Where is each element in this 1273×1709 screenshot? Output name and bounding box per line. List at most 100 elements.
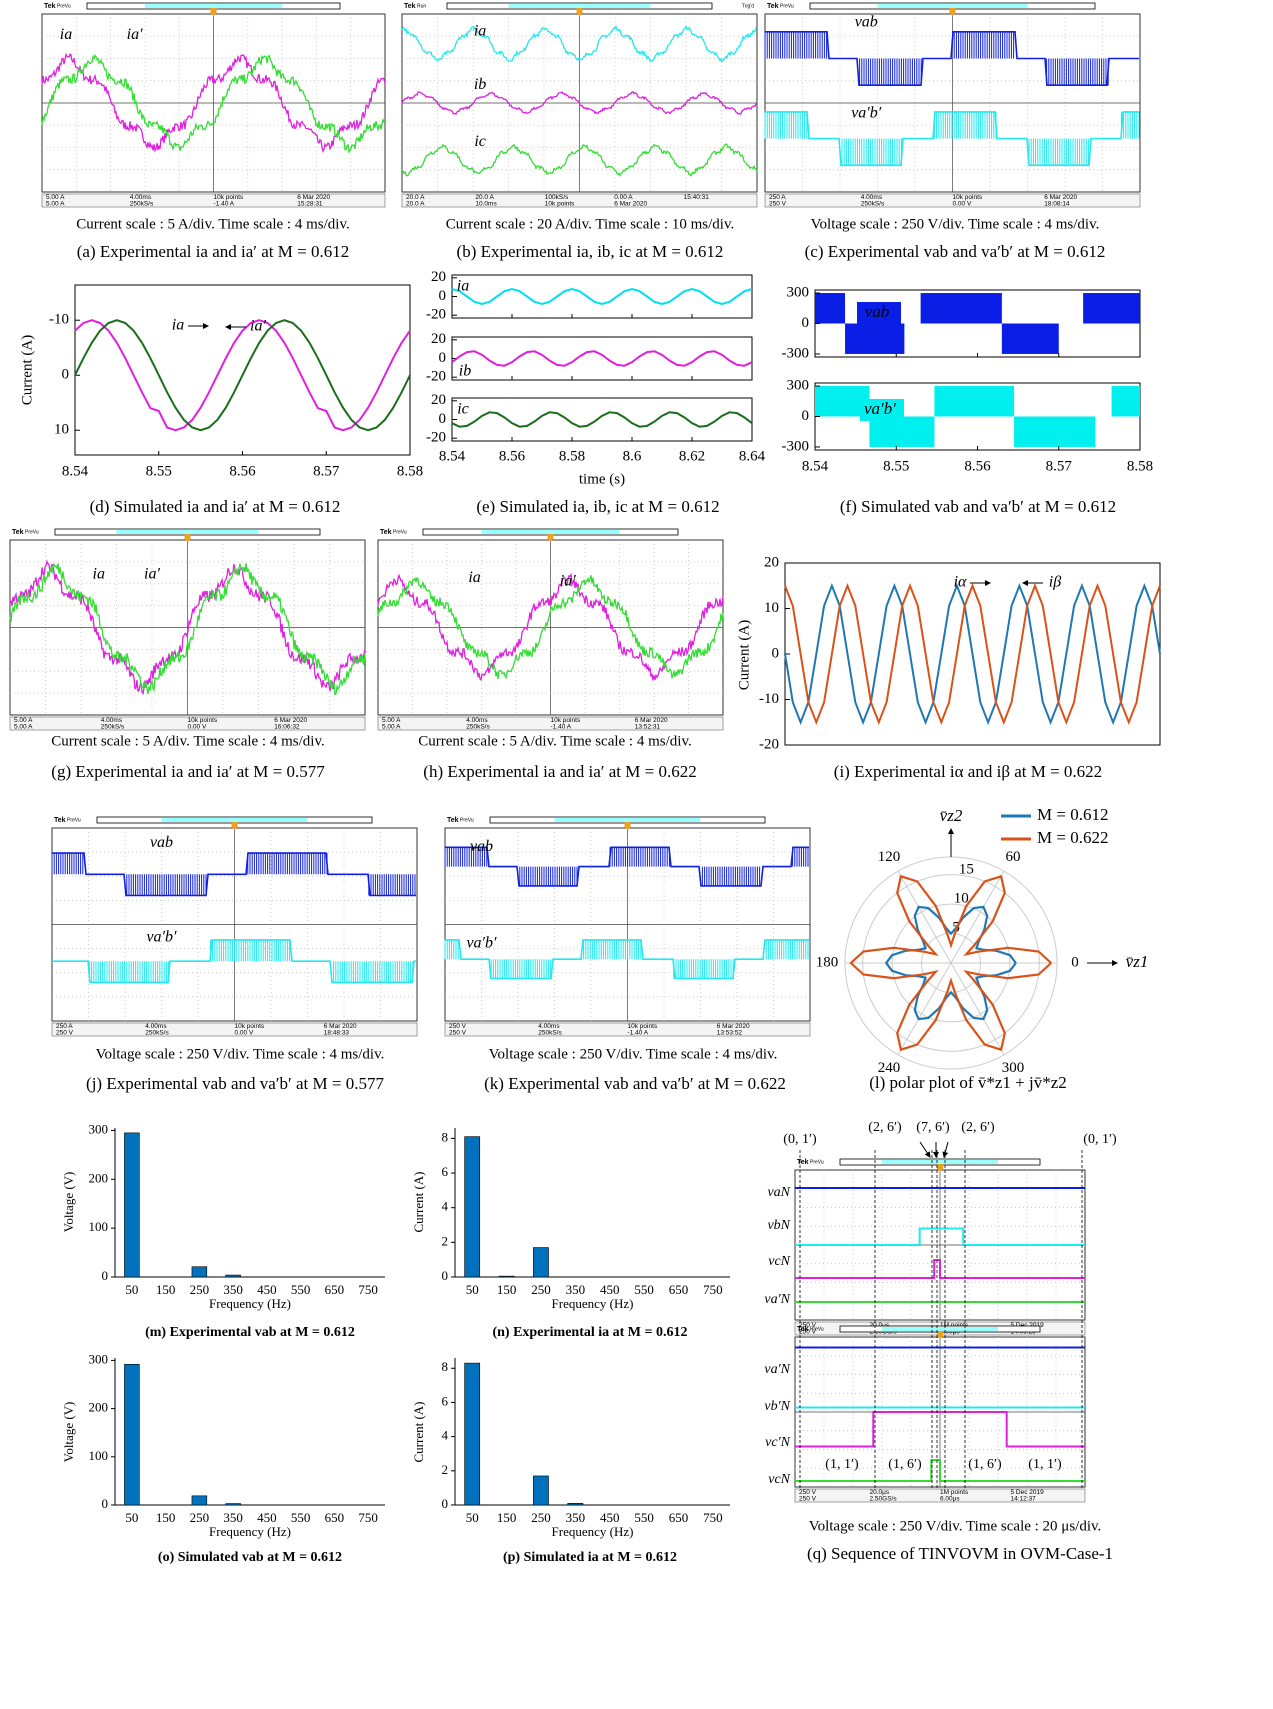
y-axis-label: Current (A) bbox=[736, 620, 752, 690]
scope-trace bbox=[52, 852, 416, 897]
scope-readout: 5 Dec 2019 bbox=[1011, 1489, 1045, 1496]
scope-readout: 4.00ms bbox=[130, 194, 152, 201]
pwm-block bbox=[1001, 323, 1059, 354]
scope-readout: 250 V bbox=[449, 1023, 467, 1030]
scale-text: Current scale : 5 A/div. Time scale : 4 … bbox=[76, 216, 349, 232]
pwm-block bbox=[1111, 386, 1140, 417]
pwm-block bbox=[920, 293, 1002, 324]
x-tick-label: 250 bbox=[190, 1510, 210, 1525]
scope-readout: 6.00μs bbox=[940, 1496, 960, 1503]
y-tick-label: -300 bbox=[782, 345, 810, 361]
scope-trace bbox=[41, 52, 386, 153]
y-tick-label: -10 bbox=[49, 312, 69, 328]
y-tick-label: 0 bbox=[62, 367, 70, 383]
scope-header-window bbox=[116, 530, 259, 534]
scope-trace bbox=[401, 24, 758, 63]
scope-readout: 10k points bbox=[628, 1023, 658, 1030]
scope-mode: PreVu bbox=[460, 817, 474, 823]
series-label: iα bbox=[954, 574, 967, 591]
scope-header-window bbox=[161, 818, 308, 822]
scope-trace bbox=[765, 111, 1139, 167]
channel-label: vcN bbox=[768, 1472, 790, 1487]
scope-readout: 250 V bbox=[799, 1329, 817, 1336]
trace-label: ic bbox=[474, 133, 486, 150]
scope-readout: -1.40 A bbox=[628, 1030, 649, 1037]
caption: (m) Experimental vab at M = 0.612 bbox=[145, 1325, 355, 1340]
x-tick-label: 250 bbox=[190, 1282, 210, 1297]
x-tick-label: 8.56 bbox=[499, 448, 526, 464]
scope-readout: 14:12:37 bbox=[1011, 1496, 1037, 1503]
data-line bbox=[451, 287, 753, 306]
x-tick-label: 8.57 bbox=[313, 463, 340, 479]
x-tick-label: 8.6 bbox=[623, 448, 642, 464]
x-tick-label: 450 bbox=[600, 1510, 620, 1525]
scope-trace bbox=[52, 939, 416, 984]
scope-readout: 250 V bbox=[799, 1322, 817, 1329]
y-tick-label: -20 bbox=[426, 369, 446, 385]
pwm-block bbox=[1014, 416, 1096, 447]
scope-readout-bar bbox=[51, 1022, 418, 1037]
scope-readout: 6 Mar 2020 bbox=[297, 194, 330, 201]
caption: (a) Experimental ia and ia′ at M = 0.612 bbox=[77, 242, 349, 261]
y-tick-label: 6 bbox=[442, 1393, 449, 1408]
polar-spoke bbox=[950, 870, 1005, 964]
x-tick-label: 8.54 bbox=[802, 458, 829, 474]
x-tick-label: 450 bbox=[257, 1510, 277, 1525]
caption: (e) Simulated ia, ib, ic at M = 0.612 bbox=[476, 497, 719, 516]
pwm-block bbox=[934, 386, 1015, 417]
caption: (b) Experimental ia, ib, ic at M = 0.612 bbox=[457, 242, 724, 261]
label-bg bbox=[857, 302, 901, 324]
scope-mode: PreVu bbox=[67, 817, 81, 823]
trace-label: ia′ bbox=[560, 573, 576, 590]
scope-readout: 10k points bbox=[551, 717, 581, 724]
y-tick-label: 0 bbox=[102, 1268, 109, 1283]
scope-trigger bbox=[231, 822, 238, 830]
y-axis-label: Current (A) bbox=[411, 1171, 426, 1232]
trace-label: va′b′ bbox=[851, 104, 882, 121]
scope-trace bbox=[795, 1411, 1085, 1448]
scope-readout-bar bbox=[401, 193, 758, 208]
x-tick-label: 8.57 bbox=[1046, 458, 1073, 474]
x-tick-label: 650 bbox=[669, 1282, 689, 1297]
scope-trace bbox=[795, 1227, 1085, 1246]
sequence-label: (2, 6′) bbox=[868, 1120, 902, 1135]
x-tick-label: 8.54 bbox=[62, 463, 89, 479]
state-label: (1, 1′) bbox=[1028, 1457, 1062, 1472]
sequence-label: (0, 1′) bbox=[1083, 1132, 1117, 1147]
x-tick-label: 8.58 bbox=[1127, 458, 1153, 474]
sequence-label: (0, 1′) bbox=[783, 1132, 817, 1147]
bar bbox=[124, 1132, 140, 1278]
label-bg bbox=[860, 399, 904, 421]
scope-trigger bbox=[547, 534, 554, 542]
series-label: ia bbox=[172, 317, 184, 334]
scope-readout: -1.40 A bbox=[551, 724, 572, 731]
state-label: (1, 1′) bbox=[825, 1457, 859, 1472]
scope-readout: 0.00 V bbox=[953, 201, 972, 208]
scope-readout: 4.00ms bbox=[145, 1023, 167, 1030]
scope-readout: 0.00 V bbox=[235, 1030, 254, 1037]
trace-label: ib bbox=[474, 76, 486, 93]
scope-trigger bbox=[937, 1331, 943, 1339]
caption: (p) Simulated ia at M = 0.612 bbox=[503, 1550, 677, 1565]
y-tick-label: 0 bbox=[102, 1496, 109, 1511]
scope-trace bbox=[795, 1459, 1085, 1482]
scope-readout: 250kS/s bbox=[466, 724, 490, 731]
x-tick-label: 50 bbox=[466, 1510, 479, 1525]
scope-header-window bbox=[877, 4, 1028, 8]
scope-readout: 100kS/s bbox=[545, 194, 569, 201]
data-line bbox=[451, 350, 753, 367]
pwm-block bbox=[815, 293, 846, 324]
y-tick-label: 4 bbox=[442, 1428, 449, 1443]
data-line bbox=[74, 319, 411, 432]
x-tick-label: 8.62 bbox=[679, 448, 705, 464]
y-tick-label: -20 bbox=[426, 307, 446, 323]
x-tick-label: 550 bbox=[634, 1510, 654, 1525]
y-tick-label: 200 bbox=[89, 1400, 109, 1415]
bar bbox=[225, 1274, 241, 1278]
x-tick-label: 8.58 bbox=[397, 463, 423, 479]
caption: (n) Experimental ia at M = 0.612 bbox=[492, 1325, 687, 1340]
x-tick-label: 150 bbox=[156, 1510, 176, 1525]
trace-label: ia′ bbox=[144, 566, 160, 583]
y-tick-label: 20 bbox=[764, 554, 779, 570]
caption: (i) Experimental iα and iβ at M = 0.622 bbox=[834, 762, 1102, 781]
